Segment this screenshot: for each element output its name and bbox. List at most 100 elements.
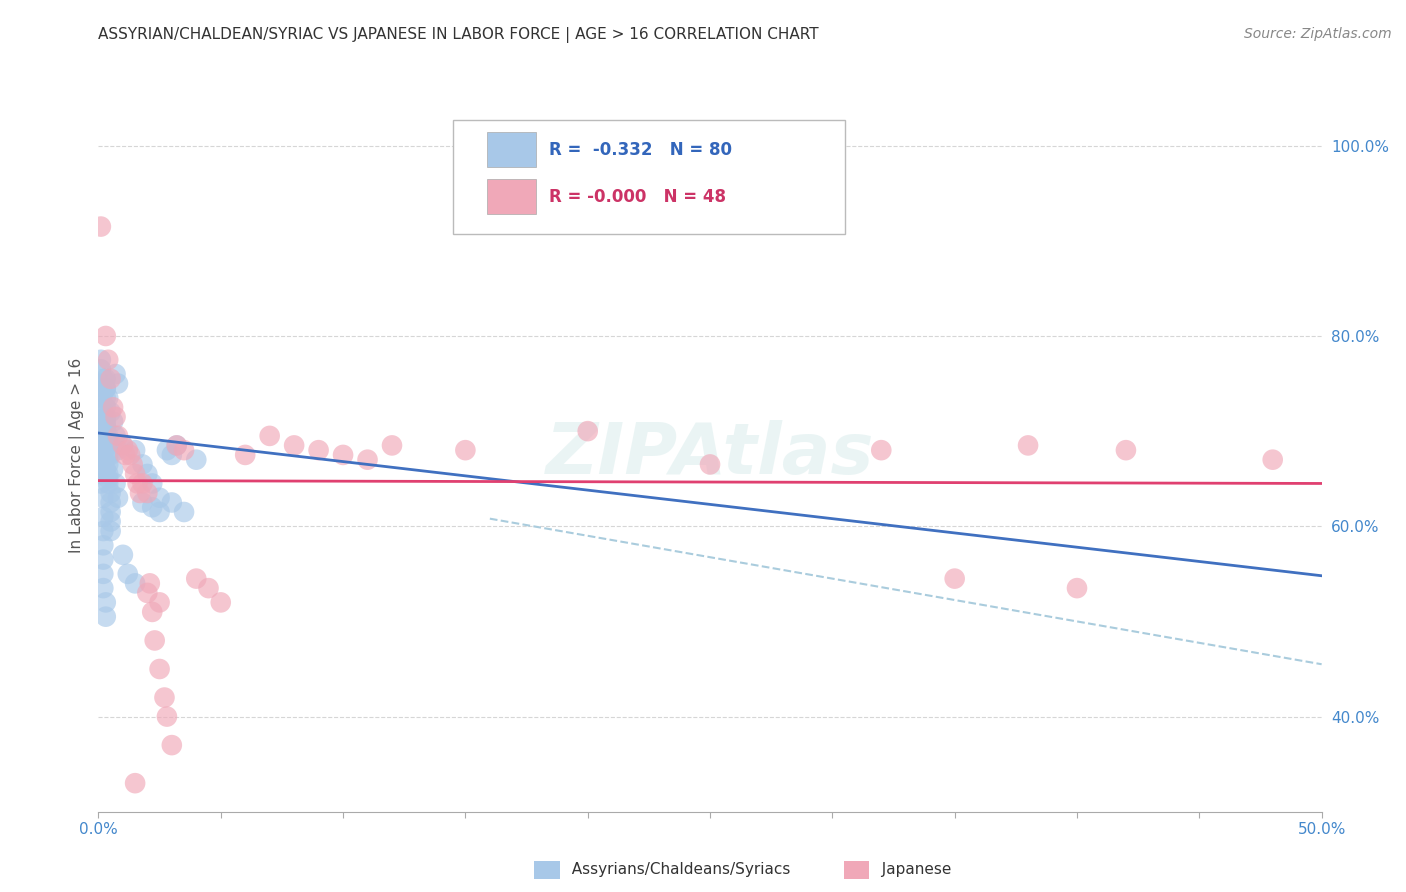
Point <box>97 476 120 491</box>
Point <box>131 458 153 472</box>
Point <box>94 401 117 415</box>
Point <box>91 452 114 467</box>
Point <box>149 491 172 505</box>
Point <box>100 372 122 386</box>
Point <box>91 386 114 401</box>
Point <box>94 409 117 424</box>
Point <box>91 491 114 505</box>
Point <box>94 419 117 434</box>
Point <box>97 438 120 452</box>
Point <box>160 448 183 462</box>
Point <box>186 572 208 586</box>
Point <box>124 576 146 591</box>
Point <box>94 372 117 386</box>
Point <box>90 448 112 462</box>
Point <box>173 505 195 519</box>
Point <box>91 524 114 538</box>
Point <box>90 405 112 419</box>
Point <box>91 372 114 386</box>
Point <box>141 476 163 491</box>
Point <box>90 438 112 452</box>
Point <box>576 424 599 438</box>
Point <box>107 429 129 443</box>
Point <box>156 443 179 458</box>
Point <box>94 462 117 476</box>
Point <box>173 443 195 458</box>
Point <box>94 595 117 609</box>
Point <box>104 429 127 443</box>
Text: R =  -0.332   N = 80: R = -0.332 N = 80 <box>548 141 731 159</box>
Point <box>283 438 305 452</box>
Point <box>111 438 134 452</box>
Point <box>332 448 354 462</box>
Point <box>101 415 124 429</box>
Point <box>124 467 146 481</box>
Point <box>160 738 183 752</box>
Point <box>1115 443 1137 458</box>
Point <box>104 367 127 381</box>
Point <box>117 566 139 581</box>
Point <box>149 505 172 519</box>
Point <box>90 467 112 481</box>
Point <box>97 467 120 481</box>
Point <box>91 581 114 595</box>
Text: Japanese: Japanese <box>872 863 950 877</box>
Point <box>90 424 112 438</box>
Point <box>141 605 163 619</box>
Point <box>94 329 117 343</box>
Point <box>94 609 117 624</box>
Point <box>1066 581 1088 595</box>
Point <box>209 595 232 609</box>
Point <box>139 576 162 591</box>
Point <box>111 548 134 562</box>
Point <box>131 476 153 491</box>
Point <box>870 443 893 458</box>
Point <box>90 376 112 391</box>
Point <box>97 472 120 486</box>
Point <box>94 381 117 395</box>
Bar <box>488 132 536 168</box>
Point <box>107 491 129 505</box>
Point <box>127 476 149 491</box>
Point <box>308 443 330 458</box>
Point <box>97 352 120 367</box>
Point <box>91 509 114 524</box>
Point <box>131 495 153 509</box>
Point <box>91 566 114 581</box>
Point <box>1261 452 1284 467</box>
Point <box>90 458 112 472</box>
Text: Assyrians/Chaldeans/Syriacs: Assyrians/Chaldeans/Syriacs <box>562 863 790 877</box>
Point <box>94 381 117 395</box>
Point <box>90 391 112 405</box>
Text: ZIPAtlas: ZIPAtlas <box>546 420 875 490</box>
Point <box>90 219 112 234</box>
Point <box>186 452 208 467</box>
Point <box>91 405 114 419</box>
Y-axis label: In Labor Force | Age > 16: In Labor Force | Age > 16 <box>69 358 84 552</box>
Text: R = -0.000   N = 48: R = -0.000 N = 48 <box>548 187 725 205</box>
Point <box>94 419 117 434</box>
Point <box>149 595 172 609</box>
Text: ASSYRIAN/CHALDEAN/SYRIAC VS JAPANESE IN LABOR FORCE | AGE > 16 CORRELATION CHART: ASSYRIAN/CHALDEAN/SYRIAC VS JAPANESE IN … <box>98 27 820 43</box>
Point <box>100 405 122 419</box>
Point <box>124 776 146 790</box>
Point <box>90 362 112 376</box>
Point <box>136 467 159 481</box>
Text: Source: ZipAtlas.com: Source: ZipAtlas.com <box>1244 27 1392 41</box>
Point <box>166 438 188 452</box>
Point <box>166 438 188 452</box>
Point <box>381 438 404 452</box>
Point <box>1017 438 1039 452</box>
Point <box>90 434 112 448</box>
Point <box>100 486 122 500</box>
Point <box>90 352 112 367</box>
Point <box>91 538 114 552</box>
Point <box>90 452 112 467</box>
Point <box>107 376 129 391</box>
Point <box>699 458 721 472</box>
Point <box>97 391 120 405</box>
Point <box>107 443 129 458</box>
Point <box>94 415 117 429</box>
Point <box>160 495 183 509</box>
Point <box>94 429 117 443</box>
